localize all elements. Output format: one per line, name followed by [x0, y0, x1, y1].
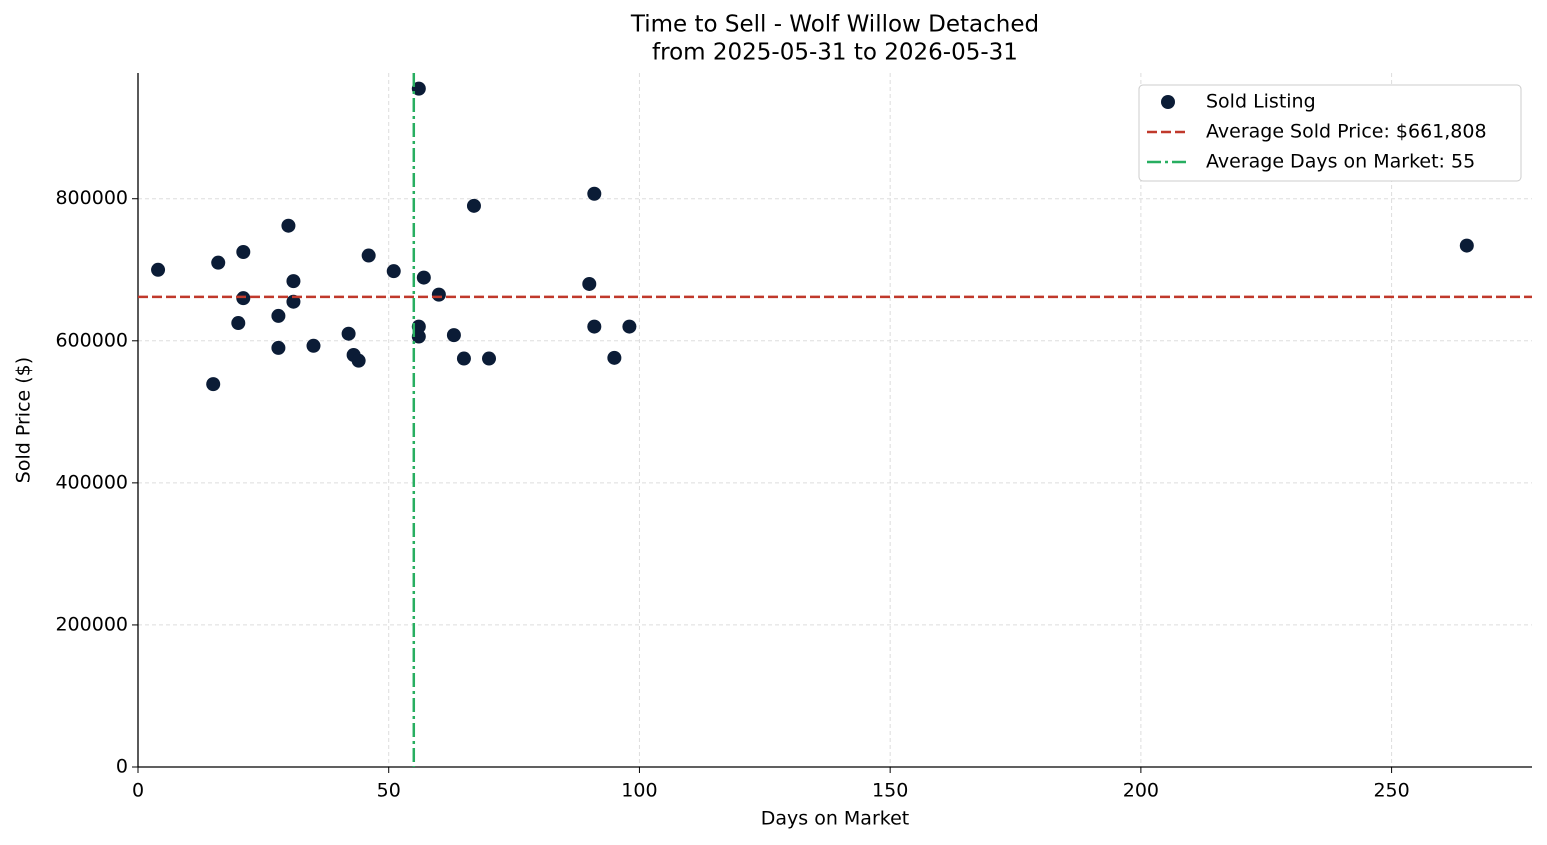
point — [431, 287, 446, 302]
point — [361, 248, 376, 263]
y-axis-label: Sold Price ($) — [13, 357, 35, 483]
point — [411, 319, 426, 334]
point — [456, 351, 471, 366]
point — [231, 316, 246, 331]
legend-label: Sold Listing — [1206, 91, 1316, 113]
legend-label: Average Sold Price: $661,808 — [1206, 121, 1487, 143]
point — [236, 291, 251, 306]
point — [341, 326, 356, 341]
x-tick-label: 0 — [132, 780, 144, 802]
point — [587, 186, 602, 201]
point — [351, 353, 366, 368]
y-tick-label: 600000 — [55, 329, 128, 351]
point — [607, 350, 622, 365]
point — [482, 351, 497, 366]
x-tick-label: 200 — [1123, 780, 1159, 802]
point — [211, 255, 226, 270]
point — [416, 270, 431, 285]
point — [236, 245, 251, 260]
point — [411, 81, 426, 96]
point — [286, 294, 301, 309]
point — [281, 218, 296, 233]
point — [271, 340, 286, 355]
legend-label: Average Days on Market: 55 — [1206, 151, 1475, 173]
point — [1459, 238, 1474, 253]
point — [206, 377, 221, 392]
y-tick-label: 400000 — [55, 471, 128, 493]
y-tick-label: 200000 — [55, 613, 128, 635]
point — [386, 264, 401, 279]
x-tick-label: 250 — [1373, 780, 1409, 802]
chart-subtitle: from 2025-05-31 to 2026-05-31 — [652, 40, 1018, 66]
point — [151, 262, 166, 277]
x-tick-label: 100 — [621, 780, 657, 802]
chart-title: Time to Sell - Wolf Willow Detached — [630, 12, 1039, 38]
point — [587, 319, 602, 334]
legend-marker — [1161, 95, 1175, 109]
x-tick-label: 50 — [377, 780, 401, 802]
y-tick-label: 800000 — [55, 187, 128, 209]
point — [306, 338, 321, 353]
point — [411, 329, 426, 344]
x-axis-label: Days on Market — [761, 808, 909, 830]
point — [622, 319, 637, 334]
point — [582, 276, 597, 291]
y-tick-label: 0 — [116, 756, 128, 778]
point — [286, 274, 301, 289]
legend-box — [1138, 84, 1522, 182]
point — [446, 328, 461, 343]
x-tick-label: 150 — [872, 780, 908, 802]
point — [466, 198, 481, 213]
point — [271, 308, 286, 323]
